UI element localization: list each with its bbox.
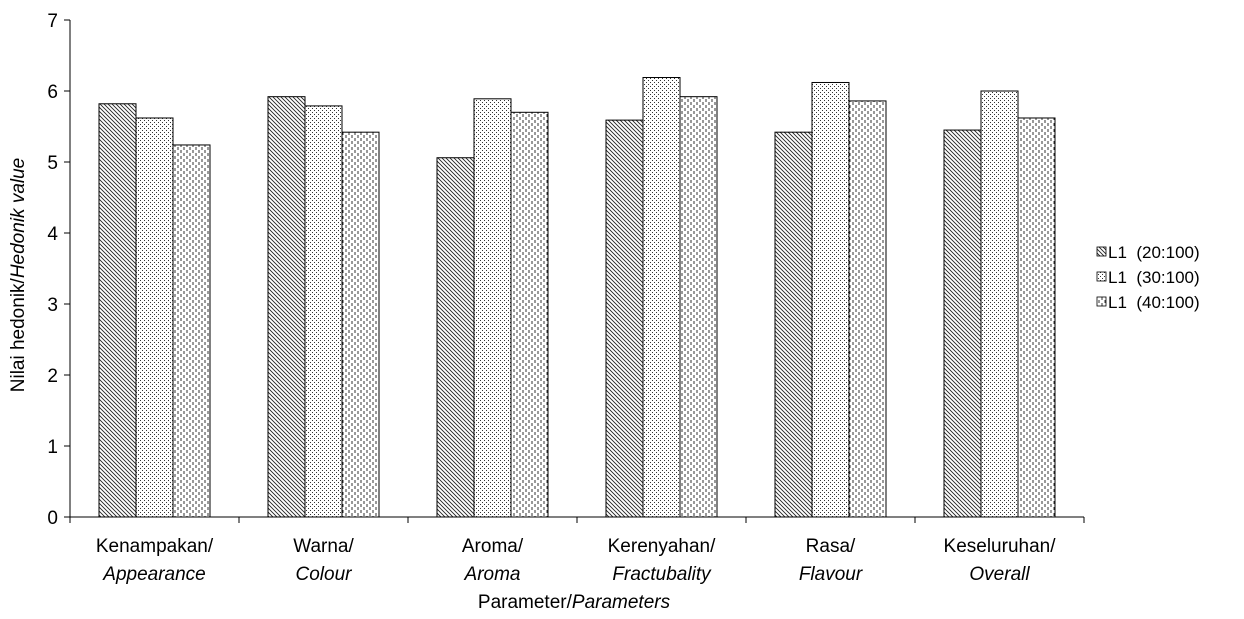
y-axis-title-italic: Hedonik value bbox=[8, 158, 29, 278]
y-axis-title-plain: Nilai hedonik/ bbox=[8, 277, 29, 392]
y-tick-label: 5 bbox=[47, 153, 58, 174]
y-tick-label: 7 bbox=[47, 11, 58, 32]
x-axis-title-italic: Parameters bbox=[572, 592, 671, 613]
bar-series3-cat6 bbox=[1017, 117, 1056, 518]
x-category-label: Rasa/ bbox=[806, 536, 856, 557]
bar-series1-cat2 bbox=[267, 96, 306, 518]
x-category-label: Warna/ bbox=[293, 536, 354, 557]
x-category-label: Keseluruhan/ bbox=[944, 536, 1057, 557]
bar-series1-cat3 bbox=[436, 157, 475, 518]
x-category-sublabel: Fractubality bbox=[612, 564, 712, 585]
x-category-label: Kenampakan/ bbox=[96, 536, 214, 557]
x-category-sublabel: Overall bbox=[969, 564, 1030, 585]
bars-group bbox=[98, 77, 1056, 518]
y-axis: 0 1 2 3 4 5 6 7 bbox=[47, 11, 71, 529]
bar-series3-cat1 bbox=[172, 144, 211, 518]
x-axis-title: Parameter/Parameters bbox=[478, 592, 671, 613]
bar-series2-cat5 bbox=[811, 81, 850, 518]
bar-series1-cat4 bbox=[605, 119, 644, 518]
bar-series2-cat4 bbox=[642, 77, 681, 518]
bar-series3-cat4 bbox=[679, 96, 718, 518]
y-axis-title: Nilai hedonik/Hedonik value bbox=[8, 158, 29, 393]
legend-label-series1: L1 (20:100) bbox=[1108, 243, 1200, 262]
x-category-sublabel: Aroma bbox=[464, 564, 521, 585]
bar-series2-cat3 bbox=[473, 98, 512, 518]
y-tick-label: 4 bbox=[47, 224, 58, 245]
y-tick-label: 6 bbox=[47, 82, 58, 103]
y-tick-label: 2 bbox=[47, 366, 58, 387]
bar-series2-cat1 bbox=[135, 117, 174, 518]
x-axis-title-plain: Parameter/ bbox=[478, 592, 573, 613]
legend-swatch-series3 bbox=[1096, 296, 1107, 307]
bar-series1-cat5 bbox=[774, 131, 813, 518]
x-category-sublabel: Colour bbox=[296, 564, 353, 585]
bar-series2-cat6 bbox=[980, 90, 1019, 518]
x-category-label: Kerenyahan/ bbox=[608, 536, 716, 557]
x-category-label: Aroma/ bbox=[462, 536, 524, 557]
legend: L1 (20:100) L1 (30:100) L1 (40:100) bbox=[1096, 243, 1200, 312]
bar-series3-cat5 bbox=[848, 100, 887, 518]
bar-series1-cat1 bbox=[98, 103, 137, 518]
y-tick-label: 3 bbox=[47, 295, 58, 316]
x-axis: Kenampakan/Appearance Warna/Colour Aroma/A… bbox=[69, 516, 1085, 585]
legend-swatch-series1 bbox=[1096, 246, 1107, 257]
bar-series3-cat2 bbox=[341, 131, 380, 518]
y-tick-label: 0 bbox=[47, 508, 58, 529]
x-category-sublabel: Appearance bbox=[102, 564, 205, 585]
y-tick-label: 1 bbox=[47, 437, 58, 458]
bar-series1-cat6 bbox=[943, 129, 982, 518]
legend-label-series3: L1 (40:100) bbox=[1108, 293, 1200, 312]
x-category-sublabel: Flavour bbox=[799, 564, 863, 585]
bar-series2-cat2 bbox=[304, 105, 343, 518]
legend-swatch-series2 bbox=[1096, 271, 1107, 282]
legend-label-series2: L1 (30:100) bbox=[1108, 268, 1200, 287]
bar-series3-cat3 bbox=[510, 111, 549, 518]
